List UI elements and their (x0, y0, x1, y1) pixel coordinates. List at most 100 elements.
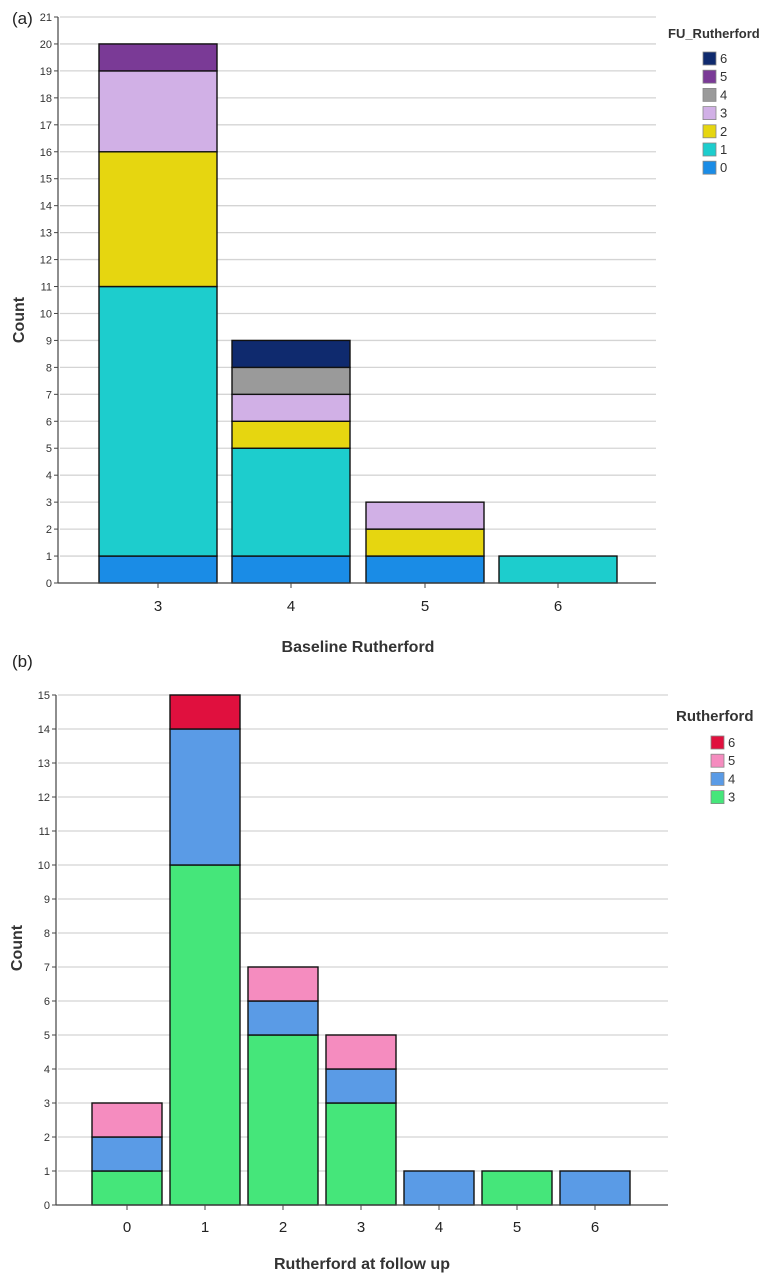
chart-0-legend-swatch-5 (702, 69, 717, 84)
chart-0-ytick-label: 10 (40, 308, 52, 320)
chart-0-ytick-label: 5 (46, 443, 52, 455)
chart-1-bar-2-series-4 (247, 1000, 319, 1036)
chart-0-bar-3-series-3 (98, 70, 218, 153)
chart-0-ytick-label: 17 (40, 120, 52, 132)
chart-0-ytick-label: 12 (40, 255, 52, 267)
chart-1-ytick-label: 3 (44, 1098, 50, 1110)
chart-0-bar-4-series-0 (231, 555, 351, 584)
chart-1-legend-swatch-5 (710, 753, 725, 768)
chart-1-legend-title: Rutherford (676, 708, 754, 725)
chart-1-ytick-label: 9 (44, 894, 50, 906)
chart-0-x-axis-title: Baseline Rutherford (282, 639, 435, 656)
chart-0-bar-3-series-2 (98, 151, 218, 288)
chart-1-ytick-label: 6 (44, 996, 50, 1008)
chart-0-bar-4-series-3 (231, 393, 351, 422)
chart-0-bar-4-series-6 (231, 339, 351, 369)
chart-0-legend-label-2: 2 (720, 124, 727, 139)
chart-1-bar-0-series-3 (91, 1170, 163, 1206)
chart-1-bar-2-series-3 (247, 1034, 319, 1206)
chart-0-ytick-label: 16 (40, 147, 52, 159)
chart-1-xtick-label: 2 (279, 1219, 287, 1236)
chart-1-ytick-label: 1 (44, 1166, 50, 1178)
chart-1-bar-1-series-6 (169, 694, 241, 730)
chart-1-ytick-label: 2 (44, 1132, 50, 1144)
chart-1-bar-3-series-3 (325, 1102, 397, 1206)
chart-1-bar-3-series-5 (325, 1034, 397, 1070)
chart-0-bar-5-series-0 (365, 555, 485, 584)
chart-1-xtick-label: 6 (591, 1219, 599, 1236)
chart-1-bar-2-series-5 (247, 966, 319, 1002)
chart-0-ytick-label: 21 (40, 12, 52, 24)
chart-1-xtick-label: 1 (201, 1219, 209, 1236)
chart-1-ytick-label: 14 (38, 724, 50, 736)
chart-0-legend-label-6: 6 (720, 51, 727, 66)
chart-1-bar-3-series-4 (325, 1068, 397, 1104)
chart-0-legend-swatch-1 (702, 142, 717, 157)
chart-1-bar-4-series-4 (403, 1170, 475, 1206)
chart-1-ytick-label: 7 (44, 962, 50, 974)
chart-1-bar-1-series-3 (169, 864, 241, 1206)
chart-0-bar-3-series-0 (98, 555, 218, 584)
chart-0-xtick-label: 3 (154, 598, 162, 615)
chart-0-legend-label-1: 1 (720, 142, 727, 157)
chart-1-ytick-label: 13 (38, 758, 50, 770)
chart-1-bar-5-series-3 (481, 1170, 553, 1206)
chart-0-xtick-label: 6 (554, 598, 562, 615)
chart-0-xtick-label: 5 (421, 598, 429, 615)
chart-1-legend-label-4: 4 (728, 771, 735, 786)
chart-0-legend-swatch-4 (702, 88, 717, 102)
chart-0-legend: FU_Rutherford 6 5 4 3 2 1 0 (668, 26, 760, 175)
chart-1-ytick-label: 12 (38, 792, 50, 804)
chart-0-legend-title: FU_Rutherford (668, 26, 760, 41)
chart-1-ytick-label: 11 (39, 826, 50, 838)
chart-1-xtick-label: 0 (123, 1219, 131, 1236)
chart-0-legend-swatch-6 (702, 51, 717, 66)
chart-0-bar-5-series-2 (365, 528, 485, 557)
chart-0-bar-6-series-1 (498, 555, 618, 584)
chart-1-x-axis-title: Rutherford at follow up (274, 1256, 450, 1273)
chart-1-ytick-label: 0 (44, 1200, 50, 1212)
chart-1-bar-1-series-4 (169, 728, 241, 866)
chart-0-legend-label-4: 4 (720, 87, 727, 102)
chart-1-ytick-label: 10 (38, 860, 50, 872)
chart-0-y-axis-title: Count (11, 296, 28, 343)
chart-1-legend-label-6: 6 (728, 735, 735, 750)
chart-0-bar-4-series-1 (231, 447, 351, 557)
chart-0-ytick-label: 1 (46, 551, 52, 563)
chart-0-legend-label-0: 0 (720, 160, 727, 175)
chart-0-bar-4-series-4 (231, 366, 351, 396)
chart-0-bar-4-series-2 (231, 420, 351, 449)
chart-1-ytick-label: 4 (44, 1064, 50, 1076)
chart-0-legend-label-5: 5 (720, 69, 727, 84)
chart-0-ytick-label: 19 (40, 66, 52, 78)
chart-0-ytick-label: 20 (40, 39, 52, 51)
chart-0-ytick-label: 8 (46, 362, 52, 374)
chart-1-ytick-label: 8 (44, 928, 50, 940)
chart-0-ytick-label: 0 (46, 578, 52, 590)
chart-1-legend-label-5: 5 (728, 753, 735, 768)
chart-0-ytick-label: 4 (46, 470, 52, 482)
chart-0-legend-swatch-0 (702, 160, 717, 175)
chart-0-ytick-label: 11 (41, 282, 52, 294)
chart-0-xtick-label: 4 (287, 598, 295, 615)
chart-0-bar-5-series-3 (365, 501, 485, 530)
chart-0-bar-3-series-1 (98, 285, 218, 557)
chart-0-ytick-label: 15 (40, 174, 52, 186)
chart-1-xtick-label: 3 (357, 1219, 365, 1236)
chart-1-bar-6-series-4 (559, 1170, 631, 1206)
chart-1-xtick-label: 5 (513, 1219, 521, 1236)
chart-0-panel-label: (a) (12, 9, 33, 28)
chart-1-bar-0-series-4 (91, 1136, 163, 1172)
chart-0-ytick-label: 6 (46, 416, 52, 428)
chart-0-ytick-label: 2 (46, 524, 52, 536)
chart-0-ytick-label: 3 (46, 497, 52, 509)
chart-0-ytick-label: 13 (40, 228, 52, 240)
chart-0-ytick-label: 7 (46, 389, 52, 401)
chart-0-ytick-label: 9 (46, 335, 52, 347)
chart-0-legend-label-3: 3 (720, 106, 727, 121)
chart-1-y-axis-title: Count (9, 924, 26, 971)
chart-0-bar-3-series-5 (98, 43, 218, 72)
